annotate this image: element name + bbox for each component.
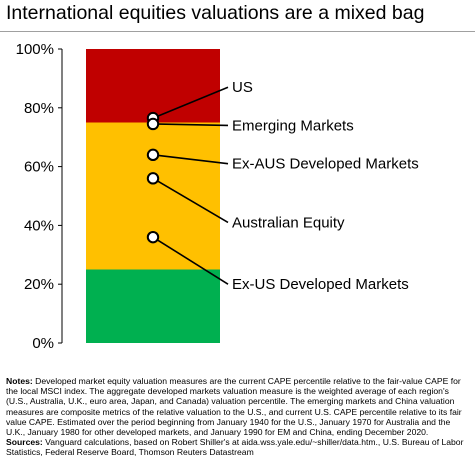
y-tick-label: 80% <box>24 100 54 117</box>
leader-line <box>152 123 229 127</box>
y-tick-label: 40% <box>24 217 54 234</box>
band-2 <box>86 49 220 123</box>
y-tick-label: 60% <box>24 159 54 176</box>
notes-heading: Notes: <box>6 376 33 386</box>
valuation-chart: 0% 20% 40% 60% 80% 100% US Emerging Markets Ex-A… <box>16 41 419 352</box>
leader-line <box>152 236 229 285</box>
data-point <box>146 148 160 162</box>
notes-text: Developed market equity valuation measur… <box>6 376 462 438</box>
point-label: Ex-US Developed Markets <box>232 276 409 293</box>
data-point <box>146 230 160 244</box>
sources-text: Vanguard calculations, based on Robert S… <box>6 437 464 458</box>
y-tick-label: 20% <box>24 276 54 293</box>
point-label: Australian Equity <box>232 214 345 231</box>
band-0 <box>86 269 220 343</box>
point-label: Ex-AUS Developed Markets <box>232 156 419 173</box>
data-point <box>146 117 160 131</box>
footnotes: Notes: Developed market equity valuation… <box>6 376 468 458</box>
data-point <box>146 172 160 185</box>
leader-line <box>152 86 229 119</box>
sources-heading: Sources: <box>6 437 43 448</box>
title-divider <box>0 31 475 32</box>
point-label: Emerging Markets <box>232 117 354 134</box>
y-tick-label: 100% <box>16 41 54 58</box>
point-label: US <box>232 79 253 96</box>
chart-title: International equities valuations are a … <box>6 2 425 24</box>
y-tick-label: 0% <box>32 335 54 352</box>
leader-line <box>152 154 229 165</box>
band-1 <box>86 122 220 270</box>
leader-line <box>152 177 229 224</box>
